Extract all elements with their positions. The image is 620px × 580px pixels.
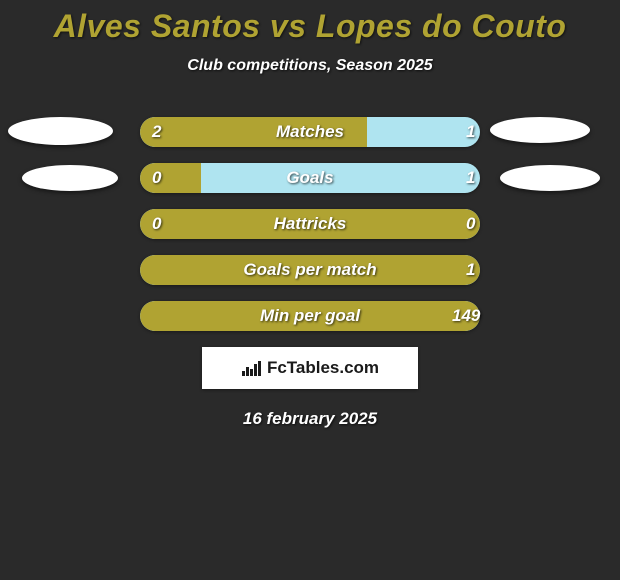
right-value: 1 [466, 122, 475, 142]
bar-track: Min per goal [140, 301, 480, 331]
row-label: Min per goal [260, 306, 360, 326]
branding-box: FcTables.com [202, 347, 418, 389]
right-value: 1 [466, 168, 475, 188]
right-value: 149 [452, 306, 480, 326]
comparison-row: Goals 0 1 [0, 163, 620, 193]
row-label: Goals per match [243, 260, 376, 280]
chart-area: Matches 2 1 Goals 0 1 Hattricks 0 0 Goals per mat… [0, 117, 620, 331]
bar-chart-icon [241, 359, 263, 377]
row-label: Hattricks [274, 214, 347, 234]
date-text: 16 february 2025 [0, 409, 620, 429]
row-label: Matches [276, 122, 344, 142]
comparison-row: Hattricks 0 0 [0, 209, 620, 239]
left-value: 0 [152, 168, 161, 188]
comparison-infographic: Alves Santos vs Lopes do Couto Club comp… [0, 0, 620, 429]
comparison-row: Matches 2 1 [0, 117, 620, 147]
bar-fill [140, 163, 201, 193]
bar-track: Hattricks [140, 209, 480, 239]
subtitle: Club competitions, Season 2025 [0, 57, 620, 75]
bar-track: Goals per match [140, 255, 480, 285]
comparison-row: Goals per match 1 [0, 255, 620, 285]
right-value: 1 [466, 260, 475, 280]
right-value: 0 [466, 214, 475, 234]
left-value: 0 [152, 214, 161, 234]
bar-track: Goals [140, 163, 480, 193]
page-title: Alves Santos vs Lopes do Couto [0, 8, 620, 45]
comparison-row: Min per goal 149 [0, 301, 620, 331]
bar-track: Matches [140, 117, 480, 147]
row-label: Goals [286, 168, 333, 188]
left-value: 2 [152, 122, 161, 142]
branding-text: FcTables.com [267, 358, 379, 378]
